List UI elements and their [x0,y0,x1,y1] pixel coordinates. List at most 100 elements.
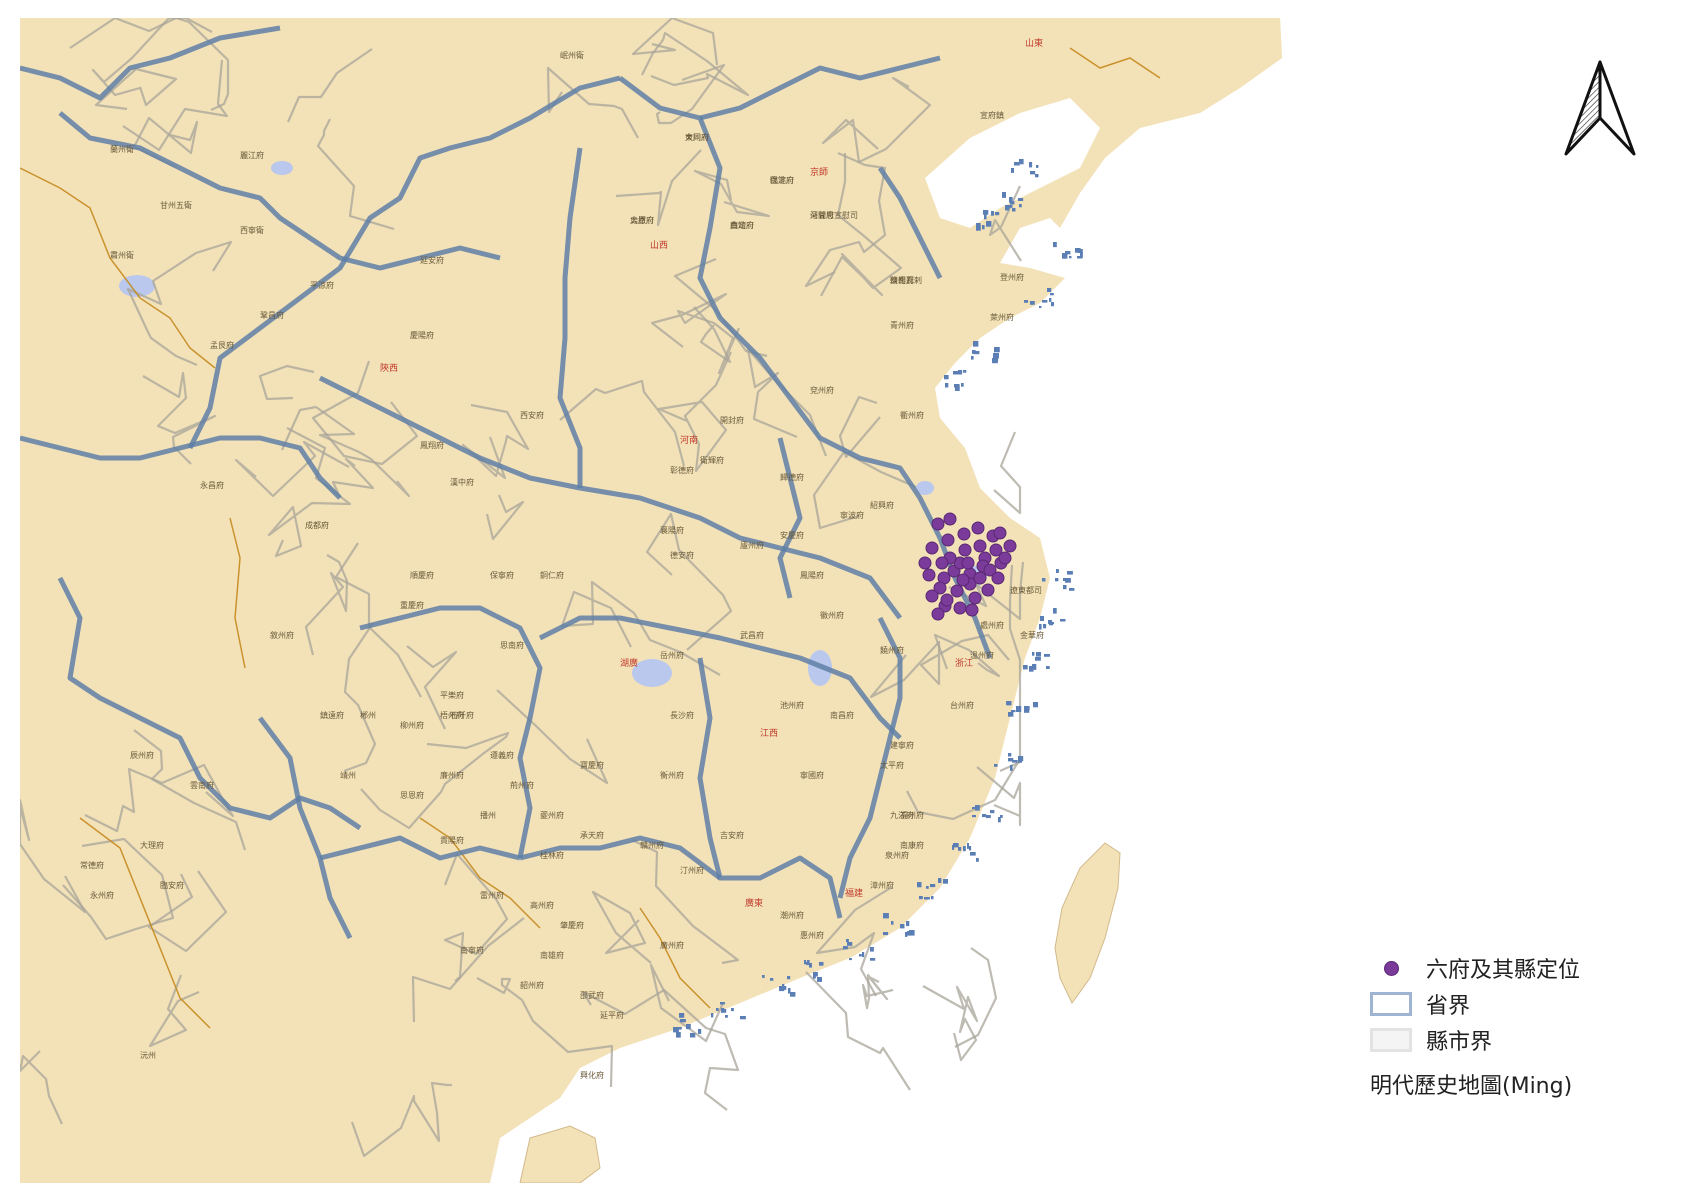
place-label: 孟艮府 [210,340,234,350]
prefecture-point[interactable] [933,581,947,595]
place-label: 永昌府 [200,480,224,490]
island-speck [954,384,960,388]
island-speck [1053,608,1057,614]
island-speck [790,992,796,997]
place-label: 岷州衛 [560,50,584,60]
county-boundary [815,886,893,997]
county-boundary [804,151,887,288]
place-label: 贛州府 [640,840,664,850]
island-speck [972,815,976,818]
prefecture-point[interactable] [941,533,955,547]
place-label: 沅州 [140,1050,156,1060]
place-label: 甘州五衛 [160,200,192,210]
place-label: 興化府 [580,1070,604,1080]
place-label: 常德府 [80,860,104,870]
island-speck [953,371,959,375]
island-speck [1051,302,1054,307]
place-label: 宣府鎮 [980,110,1004,120]
island-speck [905,932,908,937]
taiwan-island [1054,842,1121,1004]
prefecture-point[interactable] [993,526,1007,540]
island-speck [1024,300,1029,303]
coastal-islands [673,159,1083,1038]
prefecture-point[interactable] [957,527,971,541]
province-label: 陝西 [380,363,398,374]
place-label: 寧波府 [840,510,864,520]
map-panel[interactable]: 山東 山西 河南 陝西 湖廣 江西 浙江 福建 廣東 京師 大同府 太原府 真定府 保定府 河間府 濟南府開… [20,18,1400,1183]
place-label: 遼東都司 [1010,585,1042,595]
place-label: 萊州府 [990,312,1014,322]
prefecture-point[interactable] [925,541,939,555]
prefecture-point[interactable] [981,583,995,597]
island-speck [1040,616,1044,621]
place-label: 靖州 [340,770,356,780]
county-boundary [461,403,530,480]
prefecture-point[interactable] [950,584,964,598]
island-speck [1014,162,1020,166]
north-arrow-icon [1560,58,1640,162]
island-speck [846,939,849,942]
county-boundary [615,149,702,227]
prefecture-point[interactable] [991,571,1005,585]
place-label: 鳳翔府 [420,440,444,450]
province-label: 京師 [810,166,828,178]
island-speck [676,1032,681,1038]
place-label: 汀州府 [680,865,704,875]
county-boundary [869,633,1010,699]
county-boundary [581,988,740,1111]
island-speck [900,924,905,929]
prefecture-point[interactable] [918,556,932,570]
island-speck [938,878,942,883]
prefecture-point[interactable] [968,591,982,605]
prefecture-point[interactable] [943,512,957,526]
prefecture-point[interactable] [989,543,1003,557]
prefecture-point[interactable] [925,589,939,603]
island-speck [1050,293,1054,296]
place-label: 肅州衛 [110,250,134,260]
place-label: 廣州府 [660,940,684,950]
place-label: 遵義府 [490,750,514,760]
island-speck [1019,204,1022,208]
prefecture-point[interactable] [922,568,936,582]
place-label: 保寧府 [490,570,514,580]
county-boundary [861,973,894,1010]
legend-label: 六府及其縣定位 [1426,958,1581,983]
island-speck [1024,710,1030,713]
island-speck [963,370,967,373]
prefecture-point[interactable] [998,551,1012,565]
prefecture-point[interactable] [971,521,985,535]
land-mainland [20,18,1282,1183]
prefecture-point[interactable] [935,556,949,570]
place-label: 郴州 [360,711,376,720]
province-label: 福建 [845,887,863,899]
prefecture-point[interactable] [1003,539,1017,553]
island-speck [996,356,999,362]
place-label: 泉州府 [885,850,909,860]
island-speck [1042,578,1046,582]
prefecture-point[interactable] [973,571,987,585]
island-speck [680,1019,686,1023]
prefecture-point[interactable] [956,573,970,587]
county-boundary [645,512,733,651]
prefecture-point[interactable] [983,563,997,577]
place-label: 麗江府 [240,150,264,160]
prefecture-point[interactable] [940,593,954,607]
prefecture-point[interactable] [958,543,972,557]
island-speck [1056,569,1059,573]
island-speck [944,375,949,380]
county-boundary [331,457,375,496]
island-speck [961,383,964,387]
place-label: 潮州府 [780,910,804,920]
prefecture-point[interactable] [931,607,945,621]
island-speck [1046,666,1050,669]
island-speck [1067,571,1073,575]
island-speck [1080,252,1083,258]
prefecture-point[interactable] [965,603,979,617]
prefecture-point[interactable] [961,556,975,570]
prefecture-point[interactable] [973,539,987,553]
prefecture-point[interactable] [931,517,945,531]
island-speck [972,807,977,809]
prefecture-point[interactable] [953,601,967,615]
place-label: 曲靖府 [730,220,754,230]
